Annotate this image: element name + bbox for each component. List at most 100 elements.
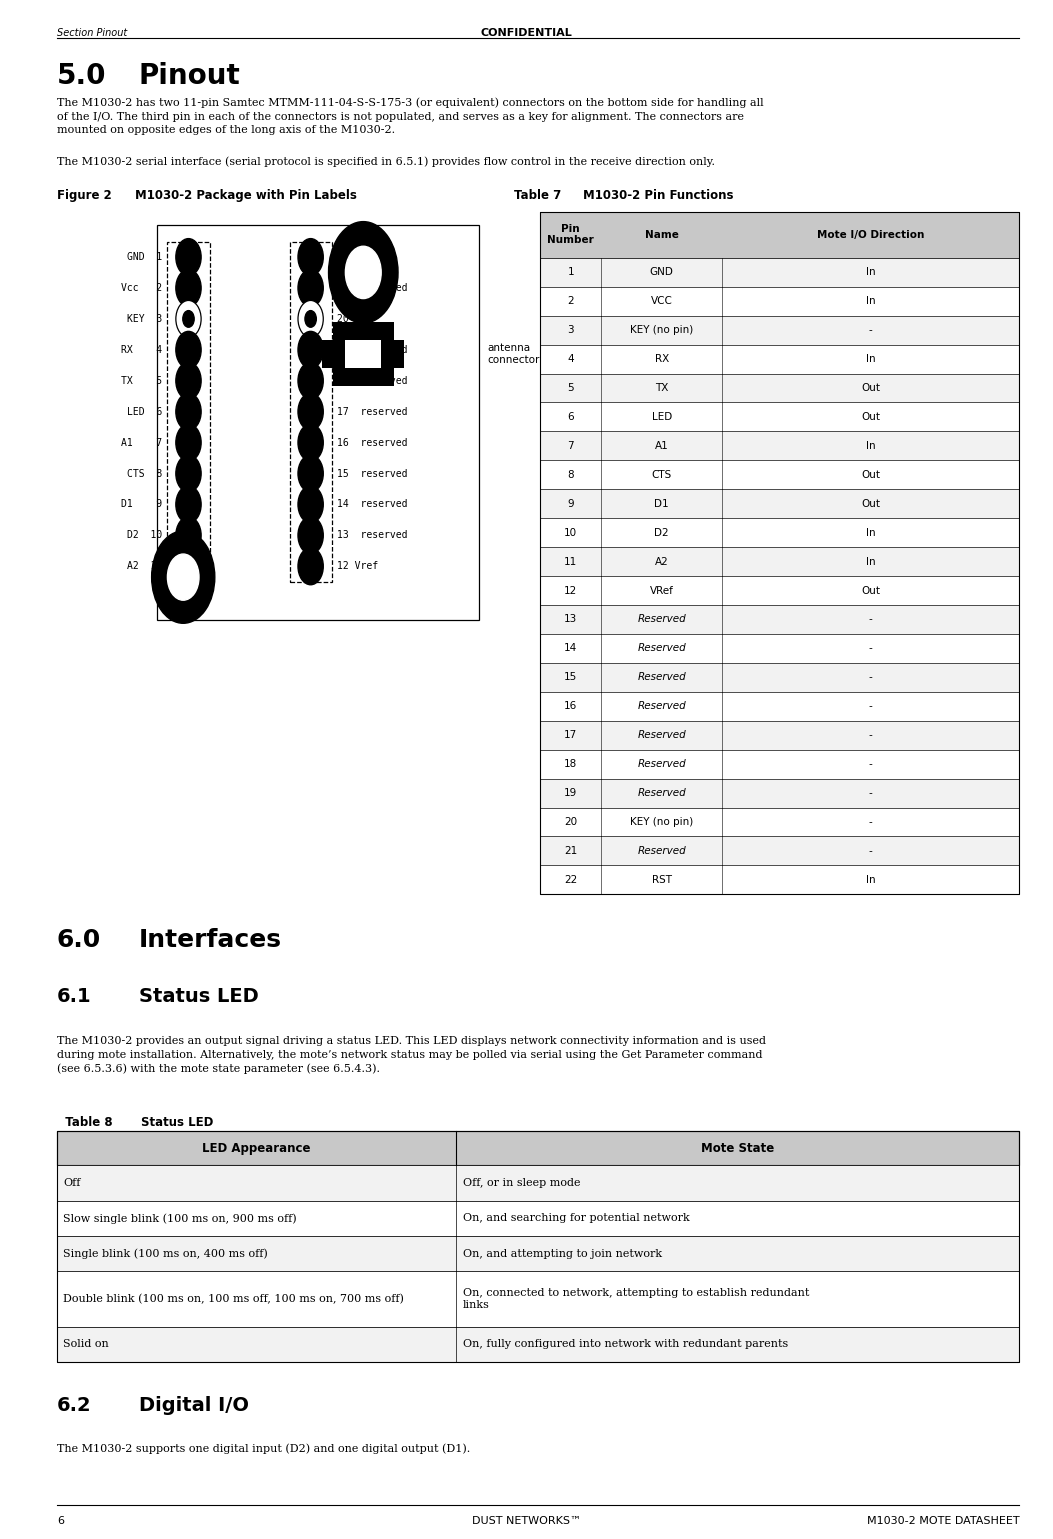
Text: The M1030-2 provides an output signal driving a status LED. This LED displays ne: The M1030-2 provides an output signal dr… — [57, 1036, 766, 1074]
Text: -: - — [869, 643, 873, 654]
Text: Reserved: Reserved — [637, 729, 687, 740]
Text: In: In — [866, 557, 876, 566]
Text: Reserved: Reserved — [637, 846, 687, 856]
FancyBboxPatch shape — [540, 431, 1019, 460]
FancyBboxPatch shape — [540, 546, 1019, 576]
Circle shape — [167, 554, 199, 600]
Text: Reserved: Reserved — [637, 759, 687, 770]
FancyBboxPatch shape — [290, 242, 332, 582]
Text: Mote State: Mote State — [701, 1142, 774, 1154]
FancyBboxPatch shape — [540, 259, 1019, 286]
Text: Double blink (100 ms on, 100 ms off, 100 ms on, 700 ms off): Double blink (100 ms on, 100 ms off, 100… — [63, 1294, 404, 1304]
Text: -: - — [869, 614, 873, 625]
Text: 18: 18 — [564, 759, 577, 770]
Text: VCC: VCC — [651, 295, 673, 306]
Text: In: In — [866, 354, 876, 365]
Text: A1    7: A1 7 — [121, 437, 162, 448]
FancyBboxPatch shape — [540, 489, 1019, 519]
Text: Reserved: Reserved — [637, 673, 687, 682]
Circle shape — [298, 425, 323, 462]
Text: antenna
connector: antenna connector — [488, 343, 540, 365]
Circle shape — [176, 486, 201, 523]
FancyBboxPatch shape — [540, 663, 1019, 693]
Text: -: - — [869, 788, 873, 799]
Text: VRef: VRef — [650, 585, 674, 596]
Text: 6.0: 6.0 — [57, 928, 101, 953]
Text: -: - — [869, 325, 873, 336]
Text: 13: 13 — [564, 614, 577, 625]
Text: 2: 2 — [568, 295, 574, 306]
Text: Section Pinout: Section Pinout — [57, 28, 127, 38]
Circle shape — [176, 269, 201, 306]
FancyBboxPatch shape — [540, 212, 1019, 259]
Text: KEY  3: KEY 3 — [127, 314, 162, 323]
Text: 11: 11 — [564, 557, 577, 566]
Text: 15  reserved: 15 reserved — [337, 468, 408, 479]
Text: TX: TX — [655, 383, 669, 392]
Text: 12 Vref: 12 Vref — [337, 562, 378, 571]
Text: 6: 6 — [568, 412, 574, 422]
Text: 6: 6 — [57, 1516, 64, 1525]
FancyBboxPatch shape — [540, 605, 1019, 634]
Text: 14  reserved: 14 reserved — [337, 500, 408, 509]
Circle shape — [176, 517, 201, 554]
Text: Vcc   2: Vcc 2 — [121, 283, 162, 292]
Circle shape — [152, 531, 215, 623]
FancyBboxPatch shape — [540, 374, 1019, 403]
Text: 17  reserved: 17 reserved — [337, 406, 408, 417]
Text: 15: 15 — [564, 673, 577, 682]
Text: D1    9: D1 9 — [121, 500, 162, 509]
Text: In: In — [866, 440, 876, 451]
Text: Reserved: Reserved — [637, 643, 687, 654]
Text: -: - — [869, 673, 873, 682]
Text: 4: 4 — [568, 354, 574, 365]
Circle shape — [176, 456, 201, 492]
Text: LED Appearance: LED Appearance — [202, 1142, 311, 1154]
Text: The M1030-2 serial interface (serial protocol is specified in 6.5.1) provides fl: The M1030-2 serial interface (serial pro… — [57, 157, 715, 166]
Text: A2  11: A2 11 — [127, 562, 162, 571]
Text: 12: 12 — [564, 585, 577, 596]
Circle shape — [298, 300, 323, 337]
Text: Off, or in sleep mode: Off, or in sleep mode — [462, 1177, 580, 1188]
Text: -: - — [869, 817, 873, 826]
Text: 16: 16 — [564, 702, 577, 711]
Circle shape — [298, 456, 323, 492]
Text: M1030-2 Package with Pin Labels: M1030-2 Package with Pin Labels — [135, 189, 357, 202]
Text: D2: D2 — [655, 528, 669, 537]
FancyBboxPatch shape — [57, 1271, 1019, 1327]
Text: On, and searching for potential network: On, and searching for potential network — [462, 1213, 690, 1224]
FancyBboxPatch shape — [57, 1165, 1019, 1200]
FancyBboxPatch shape — [157, 225, 479, 620]
Text: 20 KEY: 20 KEY — [337, 314, 372, 323]
Text: In: In — [866, 874, 876, 885]
Text: CONFIDENTIAL: CONFIDENTIAL — [480, 28, 573, 38]
FancyBboxPatch shape — [540, 460, 1019, 489]
Circle shape — [298, 362, 323, 399]
Text: 22: 22 — [564, 874, 577, 885]
Text: D1: D1 — [655, 499, 669, 509]
Text: -: - — [869, 759, 873, 770]
Circle shape — [298, 548, 323, 585]
FancyBboxPatch shape — [540, 693, 1019, 720]
FancyBboxPatch shape — [540, 576, 1019, 605]
Text: On, connected to network, attempting to establish redundant
links: On, connected to network, attempting to … — [462, 1288, 809, 1310]
Text: In: In — [866, 528, 876, 537]
FancyBboxPatch shape — [540, 749, 1019, 779]
Text: 9: 9 — [568, 499, 574, 509]
Circle shape — [298, 517, 323, 554]
Text: 3: 3 — [568, 325, 574, 336]
Text: Out: Out — [861, 383, 880, 392]
Text: CTS: CTS — [652, 469, 672, 480]
FancyBboxPatch shape — [167, 242, 210, 582]
FancyBboxPatch shape — [345, 340, 381, 368]
Text: Out: Out — [861, 499, 880, 509]
Text: Name: Name — [644, 229, 679, 240]
Text: LED: LED — [652, 412, 672, 422]
Circle shape — [329, 222, 398, 323]
Circle shape — [176, 425, 201, 462]
FancyBboxPatch shape — [540, 720, 1019, 749]
Text: Status LED: Status LED — [141, 1116, 214, 1130]
FancyBboxPatch shape — [57, 1236, 1019, 1271]
Text: 5.0: 5.0 — [57, 62, 106, 89]
FancyBboxPatch shape — [540, 345, 1019, 374]
